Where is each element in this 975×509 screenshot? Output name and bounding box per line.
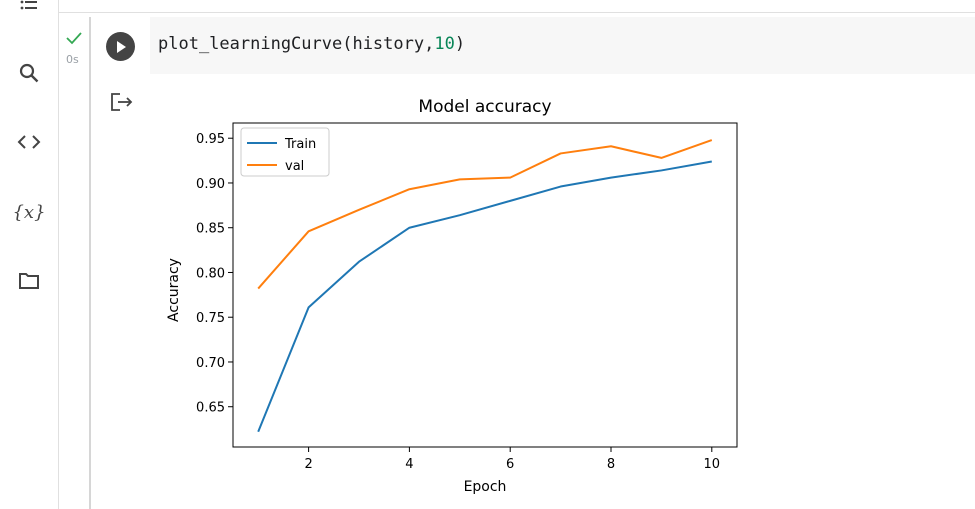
toolbar-divider <box>59 12 975 13</box>
execution-time: 0s <box>66 53 79 66</box>
x-tick-label: 8 <box>607 457 615 472</box>
y-tick-label: 0.90 <box>196 177 225 192</box>
legend-label: Train <box>284 137 316 152</box>
run-cell-button[interactable] <box>106 32 135 61</box>
learning-curve-chart: Model accuracy Epoch Accuracy 0.65 0.70 0.… <box>166 97 738 495</box>
files-icon[interactable] <box>13 265 45 297</box>
y-tick-label: 0.65 <box>196 401 225 416</box>
y-tick-label: 0.75 <box>196 311 225 326</box>
cell-focus-bar <box>89 17 91 509</box>
y-tick-label: 0.85 <box>196 222 225 237</box>
y-axis-label: Accuracy <box>166 258 182 322</box>
checkmark-icon <box>66 32 82 45</box>
left-sidebar: {x} <box>0 0 59 509</box>
play-icon <box>116 40 126 53</box>
variables-icon[interactable]: {x} <box>12 201 46 223</box>
x-tick-label: 2 <box>304 457 312 472</box>
x-tick-label: 4 <box>405 457 413 472</box>
y-tick-label: 0.70 <box>196 356 225 371</box>
chart-title: Model accuracy <box>418 97 551 117</box>
output-actions-icon[interactable] <box>110 92 134 112</box>
y-tick-label: 0.80 <box>196 266 225 281</box>
y-tick-label: 0.95 <box>196 132 225 147</box>
code-function-call: plot_learningCurve(history, <box>158 34 435 54</box>
code-close-paren: ) <box>454 34 466 54</box>
x-axis-label: Epoch <box>464 479 507 495</box>
x-tick-label: 10 <box>704 457 721 472</box>
table-of-contents-icon[interactable] <box>13 0 45 18</box>
plot-frame <box>232 122 738 448</box>
series-line-train <box>257 160 712 433</box>
code-line[interactable]: plot_learningCurve(history,10) <box>158 34 465 54</box>
legend-label: val <box>285 159 304 174</box>
series-line-val <box>257 139 713 290</box>
code-editor[interactable] <box>150 17 975 74</box>
code-number-literal: 10 <box>434 34 455 54</box>
search-icon[interactable] <box>13 57 45 89</box>
code-snippets-icon[interactable] <box>13 126 45 158</box>
x-tick-label: 6 <box>506 457 514 472</box>
